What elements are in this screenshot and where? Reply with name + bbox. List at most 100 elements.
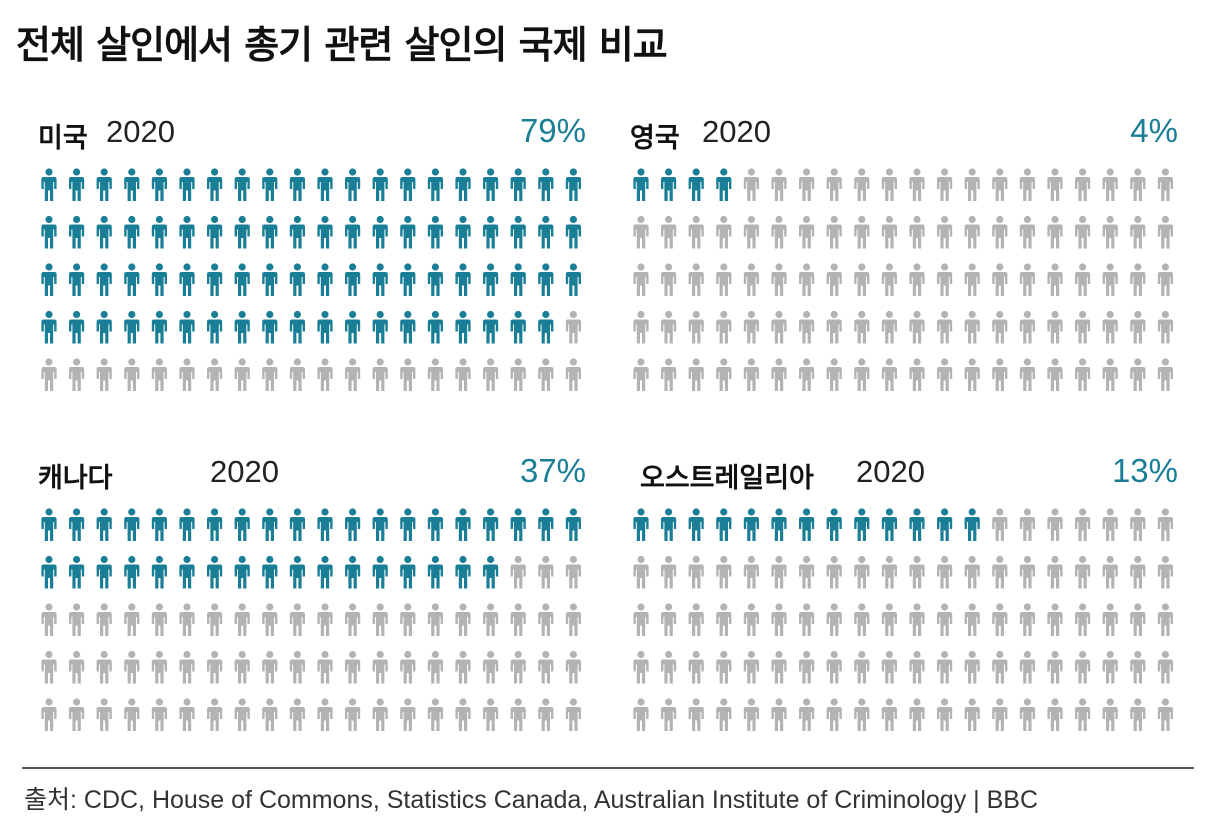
person-icon bbox=[179, 555, 195, 589]
person-icon bbox=[661, 508, 677, 541]
person-icon bbox=[455, 358, 471, 391]
person-icon bbox=[1075, 310, 1091, 344]
person-icon bbox=[124, 215, 140, 249]
percent-label: 13% bbox=[1111, 452, 1178, 489]
person-icon bbox=[483, 263, 499, 296]
person-icon bbox=[1102, 263, 1118, 296]
person-icon bbox=[565, 508, 581, 541]
person-icon bbox=[1075, 263, 1091, 296]
panel-header: 오스트레일리아 2020 13% bbox=[630, 452, 1178, 496]
person-icon bbox=[262, 508, 278, 541]
person-icon bbox=[96, 603, 112, 636]
person-icon bbox=[455, 215, 471, 249]
person-icon bbox=[400, 168, 416, 201]
person-icon bbox=[633, 650, 649, 684]
person-icon bbox=[96, 310, 112, 344]
person-icon bbox=[909, 508, 925, 541]
person-icon bbox=[799, 358, 815, 391]
person-icon bbox=[69, 310, 85, 344]
person-icon bbox=[41, 508, 57, 541]
person-icon bbox=[262, 263, 278, 296]
person-icon bbox=[427, 555, 443, 589]
person-icon bbox=[289, 508, 305, 541]
person-icon bbox=[565, 650, 581, 684]
person-icon bbox=[179, 698, 195, 731]
person-icon bbox=[483, 358, 499, 391]
person-icon bbox=[289, 215, 305, 249]
person-icon bbox=[179, 310, 195, 344]
person-icon bbox=[881, 650, 897, 684]
person-icon bbox=[964, 215, 980, 249]
person-icon bbox=[909, 603, 925, 636]
person-icon bbox=[289, 168, 305, 201]
person-icon bbox=[1102, 698, 1118, 731]
person-icon bbox=[964, 508, 980, 541]
person-icon bbox=[992, 698, 1008, 731]
person-icon bbox=[372, 698, 388, 731]
panel-uk: 영국 2020 4% bbox=[630, 112, 1178, 412]
person-icon bbox=[234, 555, 250, 589]
person-icon bbox=[565, 698, 581, 731]
person-icon bbox=[151, 555, 167, 589]
person-icon bbox=[234, 168, 250, 201]
person-icon bbox=[1019, 168, 1035, 201]
person-icon bbox=[234, 215, 250, 249]
person-icon bbox=[854, 603, 870, 636]
person-icon bbox=[771, 358, 787, 391]
person-icon bbox=[69, 358, 85, 391]
person-icon bbox=[400, 358, 416, 391]
person-icon bbox=[799, 215, 815, 249]
person-icon bbox=[96, 650, 112, 684]
person-icon bbox=[1130, 168, 1146, 201]
person-icon bbox=[688, 310, 704, 344]
person-icon bbox=[854, 358, 870, 391]
person-icon bbox=[41, 358, 57, 391]
person-icon bbox=[372, 310, 388, 344]
country-label: 영국 bbox=[630, 123, 680, 154]
panel-australia: 오스트레일리아 2020 13% bbox=[630, 452, 1178, 752]
person-icon bbox=[207, 603, 223, 636]
person-icon bbox=[992, 263, 1008, 296]
person-icon bbox=[716, 508, 732, 541]
person-icon bbox=[1019, 263, 1035, 296]
person-icon bbox=[234, 508, 250, 541]
person-icon bbox=[799, 555, 815, 589]
person-icon bbox=[688, 215, 704, 249]
person-icon bbox=[207, 215, 223, 249]
person-icon bbox=[400, 263, 416, 296]
person-icon bbox=[937, 263, 953, 296]
person-icon bbox=[510, 215, 526, 249]
person-icon bbox=[1075, 650, 1091, 684]
person-icon bbox=[1047, 215, 1063, 249]
person-icon bbox=[716, 215, 732, 249]
person-icon bbox=[538, 215, 554, 249]
person-icon bbox=[207, 358, 223, 391]
person-icon bbox=[688, 650, 704, 684]
person-icon bbox=[1047, 263, 1063, 296]
person-icon bbox=[688, 168, 704, 201]
person-icon bbox=[909, 263, 925, 296]
person-icon bbox=[909, 310, 925, 344]
person-icon bbox=[400, 698, 416, 731]
person-icon bbox=[41, 698, 57, 731]
person-icon bbox=[317, 215, 333, 249]
person-icon bbox=[1157, 263, 1173, 296]
person-icon bbox=[427, 215, 443, 249]
person-icon bbox=[317, 168, 333, 201]
person-icon bbox=[483, 168, 499, 201]
country-label: 오스트레일리아 bbox=[640, 463, 814, 494]
person-icon bbox=[400, 508, 416, 541]
panel-canada: 캐나다 2020 37% bbox=[38, 452, 586, 752]
person-icon bbox=[881, 603, 897, 636]
person-icon bbox=[538, 650, 554, 684]
person-icon bbox=[234, 263, 250, 296]
person-icon bbox=[909, 215, 925, 249]
person-icon bbox=[151, 650, 167, 684]
person-icon bbox=[510, 310, 526, 344]
person-icon bbox=[1157, 168, 1173, 201]
person-icon bbox=[262, 555, 278, 589]
person-icon bbox=[179, 508, 195, 541]
icon-grid bbox=[41, 508, 581, 731]
person-icon bbox=[854, 698, 870, 731]
person-icon bbox=[633, 310, 649, 344]
